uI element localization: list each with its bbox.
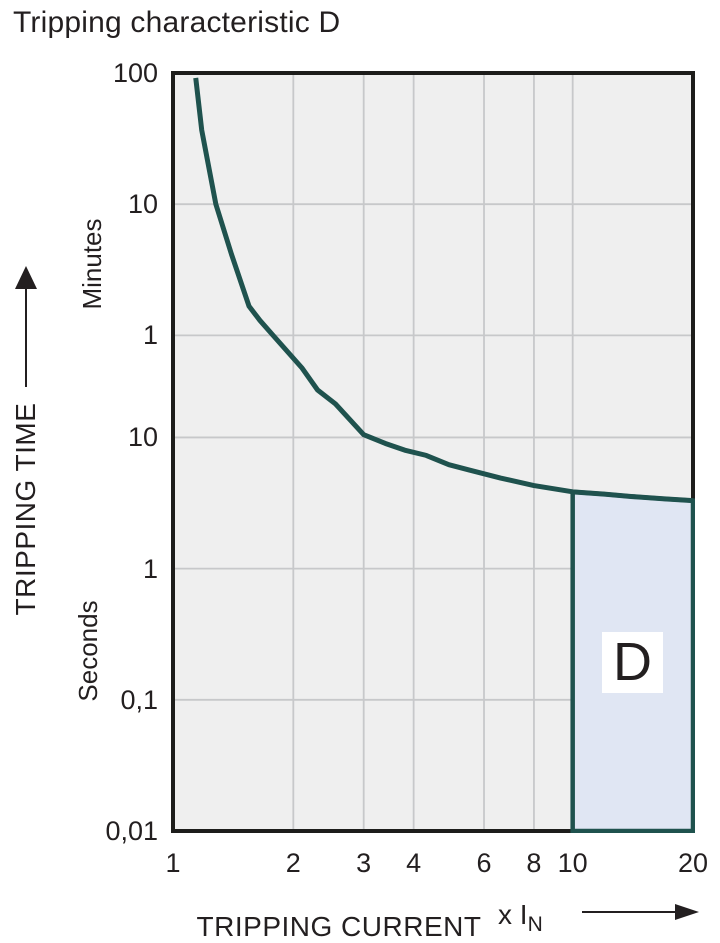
y-tick-label: 0,01 bbox=[105, 816, 158, 846]
x-tick-label: 2 bbox=[285, 848, 301, 878]
y-tick-label: 1 bbox=[142, 320, 158, 351]
y-axis-unit-minutes: Minutes bbox=[77, 218, 107, 310]
x-tick-label: 20 bbox=[677, 848, 709, 878]
y-axis-title: TRIPPING TIME bbox=[10, 402, 41, 616]
plot-area bbox=[171, 71, 695, 833]
x-tick-label: 1 bbox=[165, 848, 181, 878]
right-arrow-icon bbox=[582, 904, 699, 920]
x-axis-unit: x IN bbox=[498, 898, 543, 936]
y-tick-label: 0,1 bbox=[120, 684, 158, 715]
x-axis-unit-prefix: x I bbox=[498, 899, 528, 930]
up-arrow-icon bbox=[15, 266, 37, 387]
y-tick-label: 10 bbox=[127, 189, 158, 220]
chart-title: Tripping characteristic D bbox=[13, 6, 341, 39]
y-tick-label: 1 bbox=[142, 553, 158, 584]
x-tick-label: 3 bbox=[356, 848, 372, 878]
x-tick-label: 10 bbox=[557, 848, 588, 878]
x-axis-unit-subscript: N bbox=[527, 913, 543, 936]
x-axis-title: TRIPPING CURRENT bbox=[196, 911, 482, 942]
x-tick-label: 8 bbox=[526, 848, 542, 878]
x-tick-label: 6 bbox=[476, 848, 492, 878]
y-tick-label: 100 bbox=[112, 58, 158, 88]
region-d-label: D bbox=[613, 632, 652, 692]
y-tick-label: 10 bbox=[127, 422, 158, 453]
region-d-label-box: D bbox=[602, 632, 663, 693]
plot-border bbox=[171, 71, 695, 833]
tripping-curve bbox=[193, 77, 694, 504]
x-tick-label: 4 bbox=[406, 848, 422, 878]
